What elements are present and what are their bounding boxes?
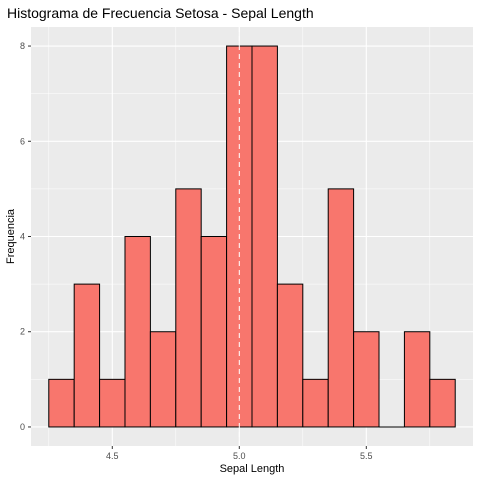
histogram-bar: [124, 236, 151, 428]
histogram-bar: [73, 283, 101, 428]
x-axis-ticks: 4.5 5.0 5.5: [106, 446, 373, 461]
chart-title: Histograma de Frecuencia Setosa - Sepal …: [7, 5, 314, 21]
y-axis-title: Frequencia: [5, 208, 17, 264]
histogram-bar: [175, 188, 202, 428]
histogram-bar: [149, 331, 177, 428]
x-axis-title: Sepal Length: [220, 463, 285, 475]
y-tick-label: 0: [20, 422, 25, 432]
y-tick-label: 8: [20, 41, 25, 51]
histogram-bar: [429, 378, 456, 428]
y-tick-label: 2: [20, 327, 25, 337]
y-axis-ticks: 0 2 4 6 8: [20, 41, 31, 432]
y-tick-label: 4: [20, 232, 25, 242]
histogram-bar: [99, 378, 126, 428]
histogram-bar: [403, 331, 431, 428]
histogram-bar: [200, 236, 228, 428]
histogram-bar: [302, 378, 329, 428]
histogram-bar: [276, 283, 304, 428]
histogram-bar: [353, 331, 380, 428]
histogram-bar: [327, 188, 355, 428]
y-tick-label: 6: [20, 136, 25, 146]
x-tick-label: 4.5: [106, 451, 119, 461]
histogram-bar: [251, 45, 278, 428]
x-tick-label: 5.5: [360, 451, 373, 461]
histogram-bar: [48, 378, 75, 428]
x-tick-label: 5.0: [233, 451, 246, 461]
